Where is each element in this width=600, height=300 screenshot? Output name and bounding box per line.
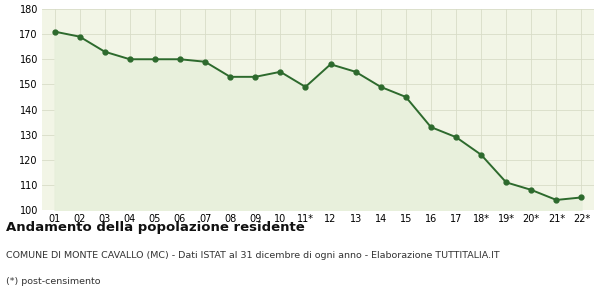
Text: Andamento della popolazione residente: Andamento della popolazione residente [6, 220, 305, 233]
Text: (*) post-censimento: (*) post-censimento [6, 278, 101, 286]
Text: COMUNE DI MONTE CAVALLO (MC) - Dati ISTAT al 31 dicembre di ogni anno - Elaboraz: COMUNE DI MONTE CAVALLO (MC) - Dati ISTA… [6, 250, 500, 260]
